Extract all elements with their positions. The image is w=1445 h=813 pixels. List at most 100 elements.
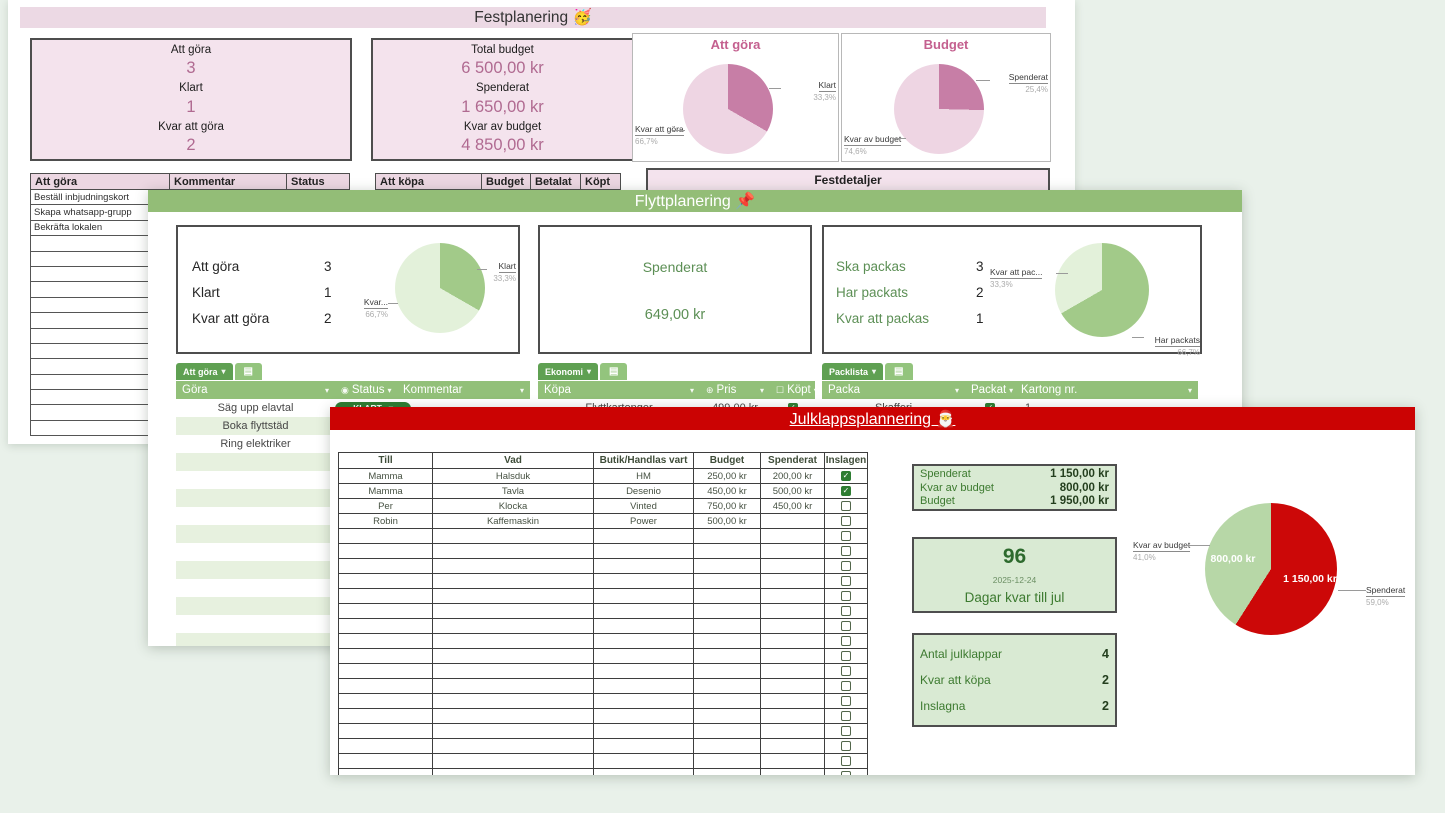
table-row[interactable]: Mamma Tavla Desenio 450,00 kr 500,00 kr …	[339, 484, 868, 499]
cell[interactable]	[339, 739, 433, 754]
cell[interactable]	[339, 529, 433, 544]
cell[interactable]	[594, 604, 694, 619]
cell[interactable]	[433, 694, 594, 709]
cell[interactable]	[594, 634, 694, 649]
cell[interactable]	[694, 709, 761, 724]
cell[interactable]	[433, 664, 594, 679]
cell[interactable]	[761, 529, 825, 544]
cell[interactable]	[694, 574, 761, 589]
cell[interactable]	[825, 634, 868, 649]
cell[interactable]	[761, 724, 825, 739]
column-header[interactable]: Betalat	[530, 173, 581, 190]
column-header[interactable]: Packat ▾	[971, 384, 1014, 396]
cell[interactable]	[761, 544, 825, 559]
cell[interactable]	[339, 679, 433, 694]
column-header[interactable]: ⊕ Pris ▾	[706, 384, 764, 396]
column-header[interactable]: Butik/Handlas vart	[594, 453, 694, 469]
cell[interactable]	[761, 559, 825, 574]
column-header[interactable]: Köpa ▾	[544, 384, 694, 396]
cell[interactable]	[339, 724, 433, 739]
cell[interactable]: Mamma	[339, 469, 433, 484]
checkbox-unchecked[interactable]	[841, 621, 851, 631]
cell[interactable]	[339, 619, 433, 634]
cell[interactable]	[594, 724, 694, 739]
checkbox-checked[interactable]: ✓	[841, 471, 851, 481]
cell[interactable]	[761, 769, 825, 775]
cell[interactable]: Desenio	[594, 484, 694, 499]
cell[interactable]: 450,00 kr	[694, 484, 761, 499]
cell[interactable]: Boka flyttstäd	[222, 420, 289, 432]
cell[interactable]	[694, 664, 761, 679]
checkbox-unchecked[interactable]	[841, 711, 851, 721]
cell[interactable]	[433, 529, 594, 544]
cell[interactable]	[825, 739, 868, 754]
cell[interactable]	[339, 544, 433, 559]
cell[interactable]	[594, 664, 694, 679]
sheet-icon-tab[interactable]: ▤	[885, 363, 913, 380]
cell[interactable]	[694, 544, 761, 559]
table-row[interactable]	[339, 724, 868, 739]
table-row[interactable]: Mamma Halsduk HM 250,00 kr 200,00 kr ✓	[339, 469, 868, 484]
cell[interactable]	[433, 769, 594, 775]
column-header[interactable]: Att köpa	[375, 173, 482, 190]
cell[interactable]: Halsduk	[433, 469, 594, 484]
sheet-tab-att-gora[interactable]: Att göra ▾	[176, 363, 233, 380]
checkbox-unchecked[interactable]	[841, 606, 851, 616]
table-row[interactable]: Per Klocka Vinted 750,00 kr 450,00 kr	[339, 499, 868, 514]
checkbox-unchecked[interactable]	[841, 531, 851, 541]
cell[interactable]	[825, 769, 868, 775]
table-row[interactable]	[339, 649, 868, 664]
cell[interactable]	[339, 589, 433, 604]
column-header[interactable]: ☐ Köpt ▾	[776, 384, 818, 396]
sheet-tab-packlista[interactable]: Packlista ▾	[822, 363, 884, 380]
table-row[interactable]	[339, 694, 868, 709]
column-header[interactable]: Kartong nr. ▾	[1021, 384, 1192, 396]
checkbox-unchecked[interactable]	[841, 741, 851, 751]
cell[interactable]	[694, 754, 761, 769]
cell[interactable]	[761, 739, 825, 754]
cell[interactable]	[339, 694, 433, 709]
cell[interactable]	[761, 634, 825, 649]
column-header[interactable]: Budget	[694, 453, 761, 469]
cell[interactable]	[339, 754, 433, 769]
table-row[interactable]	[339, 589, 868, 604]
cell[interactable]	[694, 604, 761, 619]
cell[interactable]	[433, 574, 594, 589]
cell[interactable]	[825, 724, 868, 739]
checkbox-unchecked[interactable]	[841, 651, 851, 661]
cell[interactable]	[594, 544, 694, 559]
column-header[interactable]: Göra ▾	[182, 384, 329, 396]
checkbox-unchecked[interactable]	[841, 771, 851, 775]
cell[interactable]	[339, 634, 433, 649]
table-row[interactable]	[339, 634, 868, 649]
column-header[interactable]: Budget	[481, 173, 531, 190]
column-header[interactable]: Inslagen	[825, 453, 868, 469]
column-header[interactable]: Kommentar	[169, 173, 287, 190]
cell[interactable]	[594, 754, 694, 769]
cell[interactable]	[761, 679, 825, 694]
cell[interactable]	[761, 589, 825, 604]
cell[interactable]	[825, 679, 868, 694]
cell[interactable]: Kaffemaskin	[433, 514, 594, 529]
cell[interactable]	[594, 679, 694, 694]
sheet-icon-tab[interactable]: ▤	[600, 363, 628, 380]
cell[interactable]	[761, 694, 825, 709]
cell[interactable]	[825, 499, 868, 514]
table-row[interactable]	[339, 679, 868, 694]
cell[interactable]	[694, 739, 761, 754]
sheet-icon-tab[interactable]: ▤	[234, 363, 262, 380]
cell[interactable]	[761, 649, 825, 664]
cell[interactable]	[433, 739, 594, 754]
cell[interactable]	[825, 589, 868, 604]
checkbox-unchecked[interactable]	[841, 591, 851, 601]
cell[interactable]: 500,00 kr	[694, 514, 761, 529]
cell[interactable]: Vinted	[594, 499, 694, 514]
cell[interactable]	[339, 649, 433, 664]
column-header[interactable]: Status	[286, 173, 350, 190]
cell[interactable]: Tavla	[433, 484, 594, 499]
table-row[interactable]	[339, 619, 868, 634]
cell[interactable]	[433, 649, 594, 664]
cell[interactable]	[761, 619, 825, 634]
table-row[interactable]	[339, 754, 868, 769]
cell[interactable]	[433, 619, 594, 634]
